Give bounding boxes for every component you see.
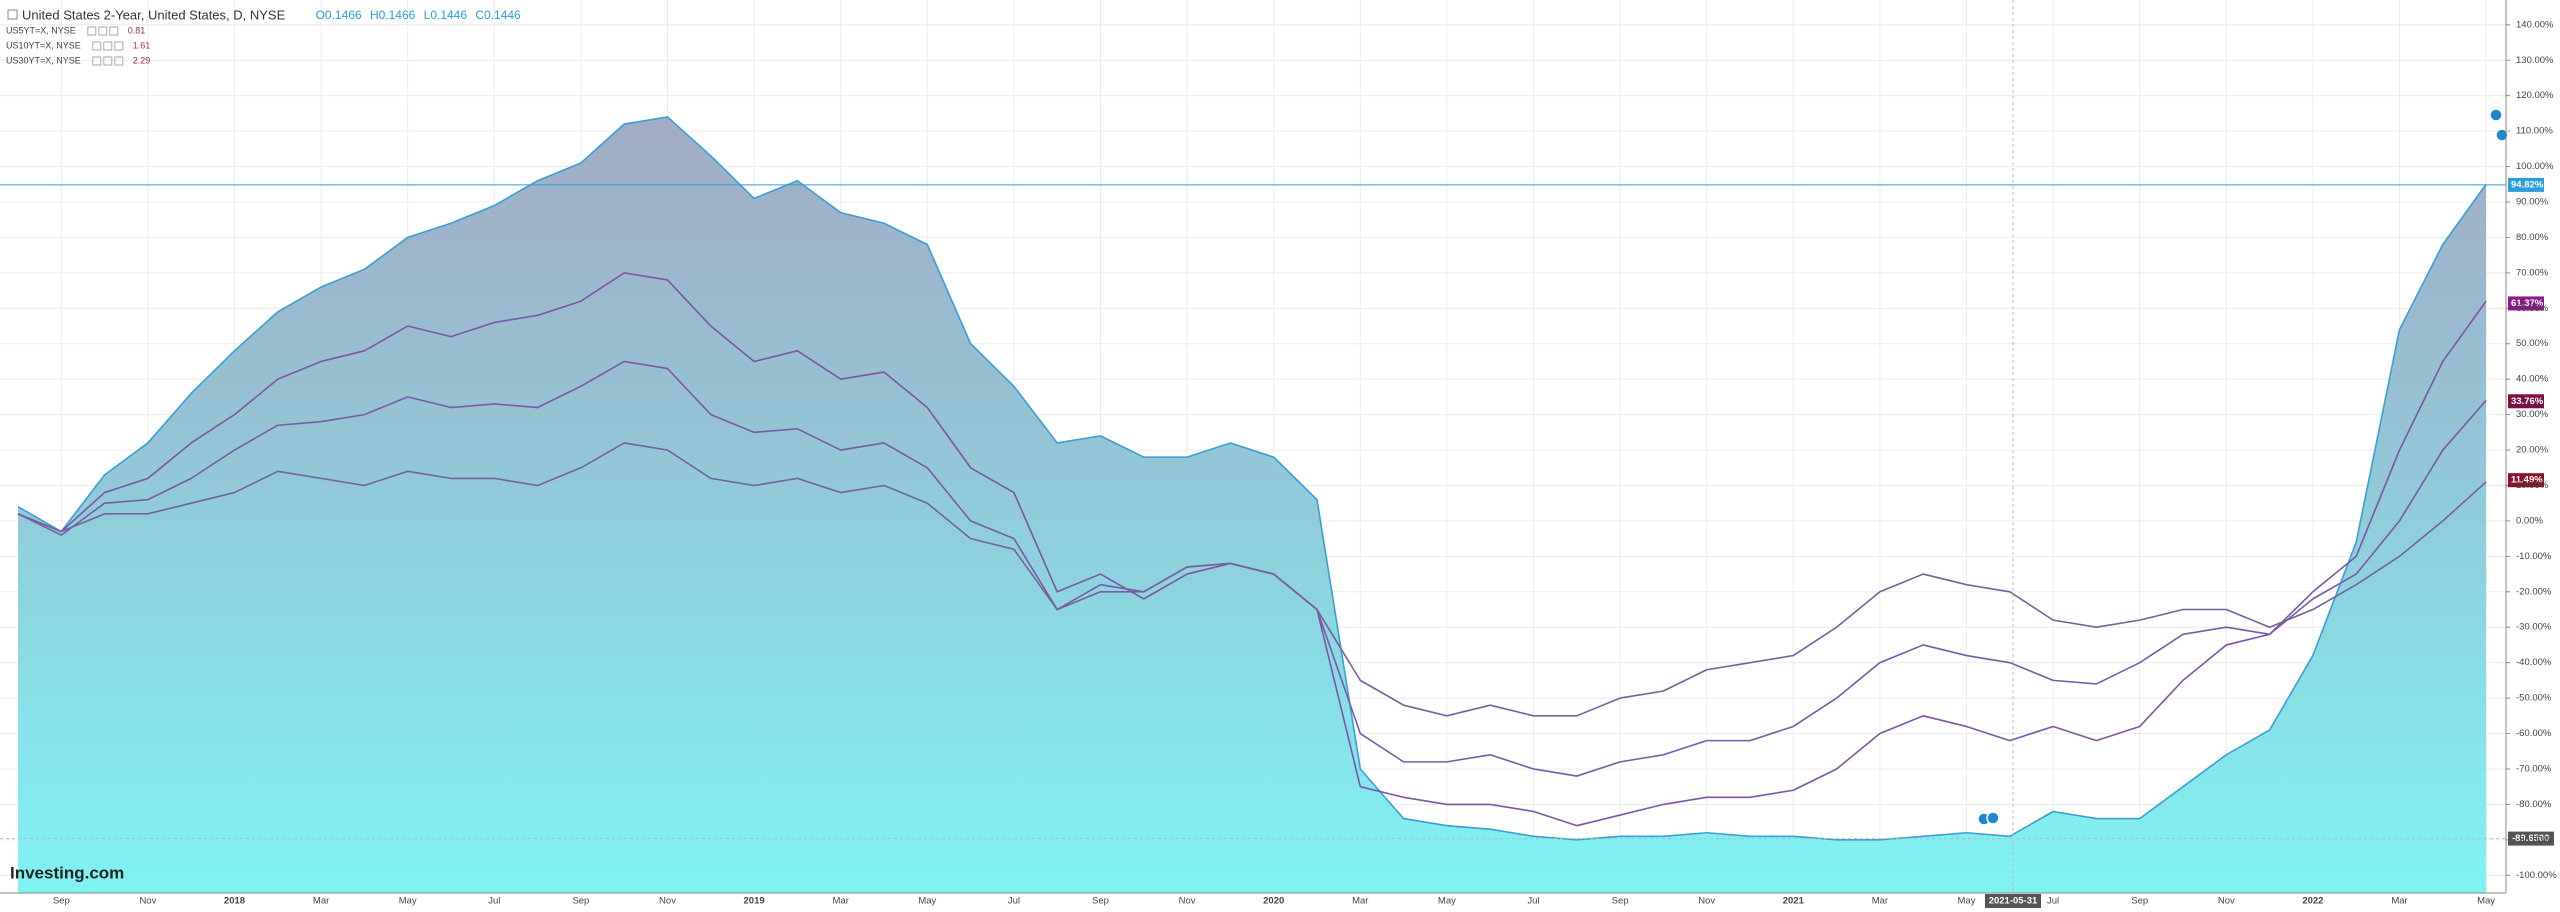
- y-tick-label: -70.00%: [2516, 763, 2552, 774]
- ohlc-value: H0.1466: [370, 8, 416, 22]
- price-label-box: [2508, 177, 2544, 192]
- line: [17, 442, 2487, 717]
- x-tick-label: Nov: [1179, 896, 1196, 907]
- price-label: 33.76%: [2511, 396, 2544, 407]
- x-tick-label: Sep: [572, 896, 589, 907]
- y-tick-label: -20.00%: [2516, 586, 2552, 597]
- y-tick-label: -90.00%: [2516, 834, 2552, 845]
- x-tick-label: Jul: [2047, 896, 2059, 907]
- x-tick-label: Sep: [2131, 896, 2148, 907]
- legend-icon: [92, 56, 102, 66]
- legend-icon: [109, 26, 119, 36]
- x-tick-label: Nov: [2218, 896, 2235, 907]
- y-tick-label: 20.00%: [2516, 445, 2549, 456]
- y-tick-label: 50.00%: [2516, 338, 2549, 349]
- y-tick-label: -30.00%: [2516, 622, 2552, 633]
- price-label: 94.82%: [2511, 179, 2544, 190]
- legend-entry: US30YT=X, NYSE: [6, 55, 81, 65]
- legend-icon: [103, 56, 113, 66]
- y-tick-label: -100.00%: [2516, 870, 2557, 881]
- legend-value: 1.61: [133, 40, 151, 50]
- x-tick-label: May: [1958, 896, 1976, 907]
- y-tick-label: -40.00%: [2516, 657, 2552, 668]
- y-tick-label: 60.00%: [2516, 303, 2549, 314]
- x-tick-label: Nov: [659, 896, 676, 907]
- event-marker: [2489, 108, 2503, 122]
- x-tick-label: Jul: [1527, 896, 1539, 907]
- legend-entry: US5YT=X, NYSE: [6, 25, 76, 35]
- area: [18, 116, 2487, 893]
- y-tick-label: 110.00%: [2516, 126, 2553, 137]
- x-tick-label: 2020: [1263, 896, 1284, 907]
- x-tick-label: Nov: [1698, 896, 1715, 907]
- line: [17, 116, 2487, 841]
- plot: [17, 116, 2487, 893]
- y-tick-label: 30.00%: [2516, 409, 2549, 420]
- crosshair-value: -89.6500: [2512, 833, 2550, 844]
- y-tick-label: -50.00%: [2516, 693, 2552, 704]
- ohlc-value: L0.1446: [424, 8, 468, 22]
- price-label: 61.37%: [2511, 298, 2544, 309]
- x-tick-label: Jul: [1008, 896, 1020, 907]
- legend-entry: US10YT=X, NYSE: [6, 40, 81, 50]
- price-label-box: [2508, 296, 2544, 311]
- x-tick-label: Mar: [833, 896, 849, 907]
- x-tick-label: Mar: [313, 896, 329, 907]
- legend-icon: [87, 26, 97, 36]
- y-tick-label: 120.00%: [2516, 90, 2554, 101]
- chart-title: United States 2-Year, United States, D, …: [22, 7, 286, 22]
- x-tick-label: Sep: [1092, 896, 1109, 907]
- x-tick-label: Jul: [488, 896, 500, 907]
- y-tick-label: 0.00%: [2516, 515, 2543, 526]
- event-marker: [2495, 128, 2509, 142]
- legend-icon: [92, 41, 102, 51]
- x-tick-label: Mar: [1352, 896, 1368, 907]
- x-tick-label: 2021: [1783, 896, 1805, 907]
- x-tick-label: 2018: [224, 896, 245, 907]
- y-tick-label: 140.00%: [2516, 19, 2554, 30]
- y-tick-label: 40.00%: [2516, 374, 2549, 385]
- ohlc-value: O0.1466: [316, 8, 362, 22]
- crosshair-date: 2021-05-31: [1989, 896, 2038, 907]
- price-label: 11.49%: [2511, 475, 2543, 486]
- x-tick-label: Mar: [1872, 896, 1888, 907]
- legend-icon: [114, 56, 124, 66]
- y-tick-label: 90.00%: [2516, 197, 2549, 208]
- y-tick-label: 10.00%: [2516, 480, 2549, 491]
- x-tick-label: May: [2477, 896, 2495, 907]
- legend-value: 0.81: [128, 25, 146, 35]
- legend-icon: [98, 26, 108, 36]
- x-tick-label: Mar: [2391, 896, 2407, 907]
- ohlc-value: C0.1446: [475, 8, 521, 22]
- price-label-box: [2508, 473, 2544, 488]
- x-tick-label: Sep: [53, 896, 70, 907]
- x-tick-label: 2019: [744, 896, 765, 907]
- x-tick-label: 2022: [2302, 896, 2323, 907]
- legend-icon: [103, 41, 113, 51]
- y-tick-label: -80.00%: [2516, 799, 2552, 810]
- x-tick-label: May: [399, 896, 417, 907]
- y-tick-label: 100.00%: [2516, 161, 2554, 172]
- y-tick-label: -10.00%: [2516, 551, 2552, 562]
- y-tick-label: -60.00%: [2516, 728, 2552, 739]
- x-tick-label: Nov: [139, 896, 156, 907]
- event-marker: [1986, 811, 2000, 825]
- price-label-box: [2508, 394, 2544, 409]
- brand-logo: Investing.com: [10, 863, 124, 882]
- y-tick-label: 130.00%: [2516, 55, 2554, 66]
- legend-icon: [114, 41, 124, 51]
- y-tick-label: 80.00%: [2516, 232, 2549, 243]
- legend-value: 2.29: [133, 55, 151, 65]
- x-tick-label: Sep: [1612, 896, 1629, 907]
- x-tick-label: May: [918, 896, 936, 907]
- collapse-icon[interactable]: [7, 9, 18, 20]
- crosshair-value-box: [2508, 831, 2554, 846]
- y-tick-label: 70.00%: [2516, 267, 2549, 278]
- x-tick-label: May: [1438, 896, 1456, 907]
- crosshair-date-box: [1985, 894, 2041, 908]
